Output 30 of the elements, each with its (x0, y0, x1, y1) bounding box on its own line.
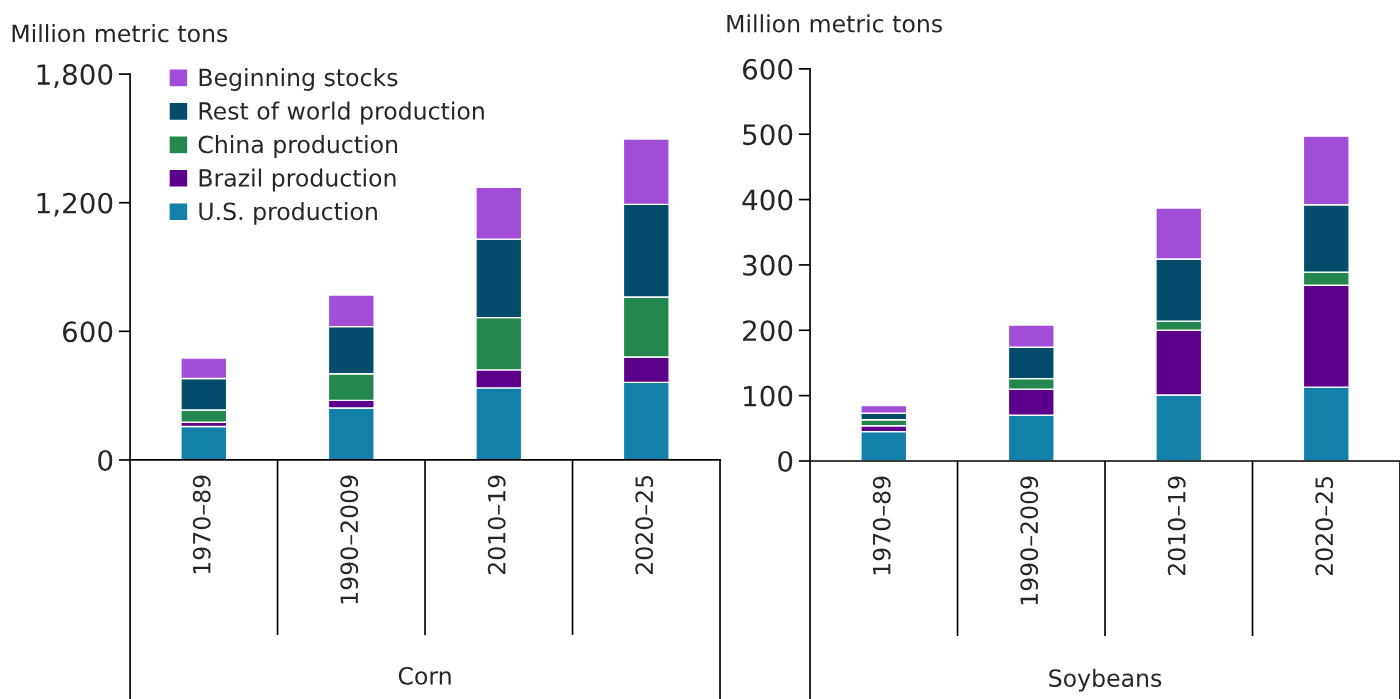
y-axis-title: Million metric tons (12, 24, 228, 43)
legend-label: Brazil production (199, 168, 396, 192)
x-tick-label: 1970–89 (872, 476, 891, 575)
y-tick-label: 600 (63, 321, 113, 343)
x-tick-label: 2020–25 (635, 475, 654, 575)
y-tick-label: 500 (743, 124, 793, 146)
x-tick-label: 2010–19 (487, 475, 506, 575)
legend-label: Rest of world production (199, 101, 484, 125)
y-tick-label: 600 (742, 58, 793, 80)
x-tick-label: 2020–25 (1315, 476, 1334, 576)
x-axis-title: Soybeans (1049, 668, 1162, 692)
x-tick-label: 1970–89 (192, 475, 211, 574)
y-axis-title: Million metric tons (727, 14, 942, 33)
legend-label: Beginning stocks (199, 68, 398, 91)
y-tick-label: 0 (98, 449, 113, 471)
x-tick-label: 2010–19 (1167, 476, 1186, 576)
x-tick-label: 1990–2009 (1020, 476, 1039, 605)
y-tick-label: 100 (744, 385, 793, 407)
y-tick-label: 0 (778, 450, 793, 472)
y-tick-label: 1,800 (37, 64, 113, 88)
y-tick-label: 200 (743, 320, 793, 342)
x-axis-title: Corn (398, 666, 451, 685)
y-tick-label: 400 (742, 189, 793, 211)
bar (180, 425, 228, 460)
x-tick-label: 1990–2009 (340, 475, 359, 604)
bar (860, 430, 908, 461)
legend-label: U.S. production (199, 202, 377, 225)
y-tick-label: 1,200 (37, 192, 113, 217)
legend-label: China production (198, 135, 398, 158)
y-tick-label: 300 (743, 254, 793, 276)
